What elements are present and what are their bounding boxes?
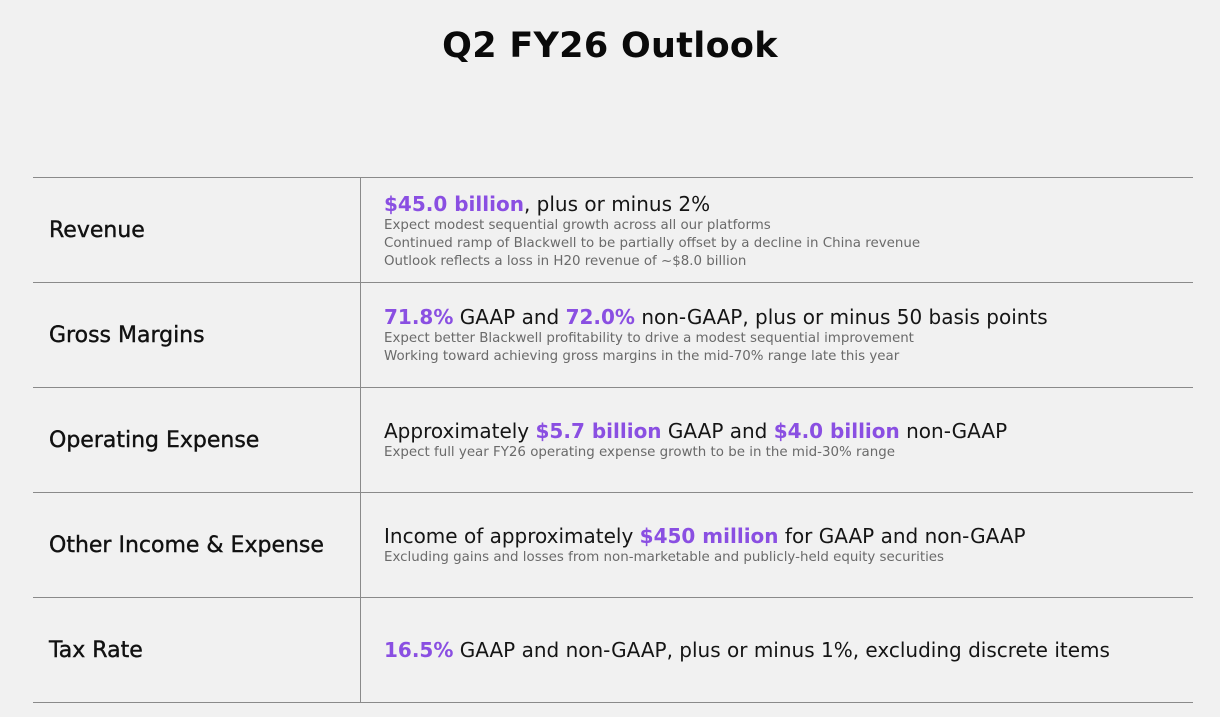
row-note: Working toward achieving gross margins i… [384, 349, 900, 364]
headline-text: non-GAAP [899, 419, 1008, 443]
highlight-value: $450 million [639, 524, 779, 548]
row-note: Excluding gains and losses from non-mark… [384, 550, 945, 565]
row-headline: 16.5% GAAP and non-GAAP, plus or minus 1… [384, 637, 1193, 663]
headline-text: GAAP and non-GAAP, plus or minus 1%, exc… [453, 638, 1110, 662]
row-label: Operating Expense [49, 427, 260, 453]
row-headline: 71.8% GAAP and 72.0% non-GAAP, plus or m… [384, 304, 1193, 330]
outlook-table: Revenue $45.0 billion, plus or minus 2% … [33, 177, 1193, 703]
row-label: Gross Margins [49, 322, 205, 348]
row-label-cell: Other Income & Expense [33, 493, 361, 597]
row-label-cell: Operating Expense [33, 388, 361, 492]
row-label: Tax Rate [49, 637, 143, 663]
table-row-gross-margins: Gross Margins 71.8% GAAP and 72.0% non-G… [33, 283, 1193, 388]
highlight-value: $4.0 billion [773, 419, 900, 443]
row-label-cell: Gross Margins [33, 283, 361, 387]
headline-text: non-GAAP, plus or minus 50 basis points [634, 305, 1048, 329]
headline-text: GAAP and [453, 305, 566, 329]
headline-text: , plus or minus 2% [523, 192, 711, 216]
highlight-value: $45.0 billion [384, 192, 524, 216]
page-title: Q2 FY26 Outlook [442, 26, 778, 66]
row-note: Expect full year FY26 operating expense … [384, 445, 895, 460]
headline-text: GAAP and [661, 419, 774, 443]
row-label-cell: Tax Rate [33, 598, 361, 702]
headline-text: for GAAP and non-GAAP [778, 524, 1026, 548]
row-content-cell: 71.8% GAAP and 72.0% non-GAAP, plus or m… [361, 283, 1193, 387]
highlight-value: 72.0% [565, 305, 635, 329]
table-row-other-income-expense: Other Income & Expense Income of approxi… [33, 493, 1193, 598]
row-content-cell: Income of approximately $450 million for… [361, 493, 1193, 597]
table-row-revenue: Revenue $45.0 billion, plus or minus 2% … [33, 178, 1193, 283]
row-label-cell: Revenue [33, 178, 361, 282]
highlight-value: $5.7 billion [535, 419, 662, 443]
row-label: Revenue [49, 217, 145, 243]
headline-text: Approximately [384, 419, 536, 443]
row-note: Continued ramp of Blackwell to be partia… [384, 236, 921, 251]
row-content-cell: 16.5% GAAP and non-GAAP, plus or minus 1… [361, 598, 1193, 702]
row-headline: Approximately $5.7 billion GAAP and $4.0… [384, 418, 1193, 444]
row-note: Expect modest sequential growth across a… [384, 218, 771, 233]
row-note: Outlook reflects a loss in H20 revenue o… [384, 254, 747, 269]
row-content-cell: $45.0 billion, plus or minus 2% Expect m… [361, 178, 1193, 282]
row-note: Expect better Blackwell profitability to… [384, 331, 914, 346]
table-row-tax-rate: Tax Rate 16.5% GAAP and non-GAAP, plus o… [33, 598, 1193, 703]
row-content-cell: Approximately $5.7 billion GAAP and $4.0… [361, 388, 1193, 492]
highlight-value: 71.8% [384, 305, 454, 329]
row-headline: $45.0 billion, plus or minus 2% [384, 191, 1193, 217]
highlight-value: 16.5% [384, 638, 454, 662]
row-headline: Income of approximately $450 million for… [384, 523, 1193, 549]
headline-text: Income of approximately [384, 524, 640, 548]
table-row-operating-expense: Operating Expense Approximately $5.7 bil… [33, 388, 1193, 493]
row-label: Other Income & Expense [49, 532, 324, 558]
